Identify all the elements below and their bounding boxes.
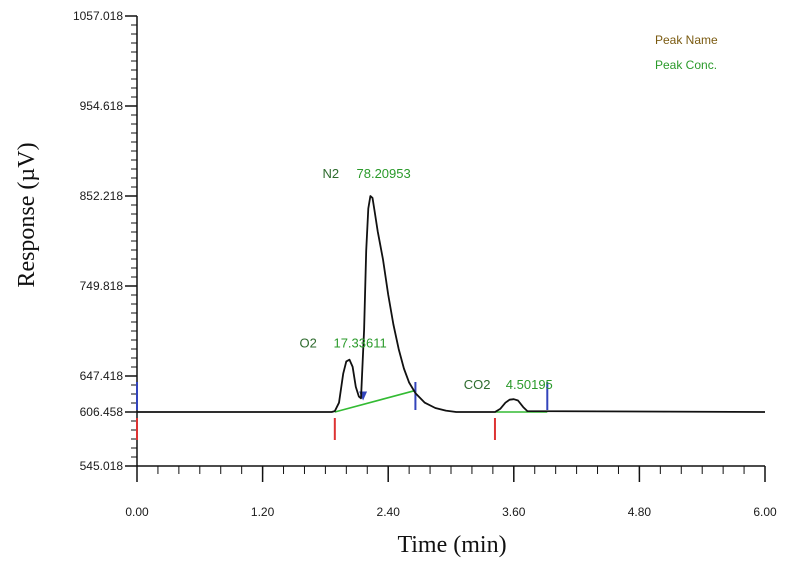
y-axis-title: Response (µV) xyxy=(14,142,40,287)
peak-label: N2 78.20953 xyxy=(323,166,411,181)
x-tick-label: 6.00 xyxy=(753,505,777,519)
y-tick-label: 647.418 xyxy=(80,369,124,383)
x-tick-label: 2.40 xyxy=(377,505,401,519)
legend: Peak Name Peak Conc. xyxy=(655,33,718,72)
y-tick-label: 1057.018 xyxy=(73,9,123,23)
y-tick-label: 606.458 xyxy=(80,405,124,419)
peak-name: O2 xyxy=(299,336,316,351)
legend-entry: Peak Name xyxy=(655,33,718,47)
integration-baseline xyxy=(334,389,416,413)
peak-concentration: 17.33611 xyxy=(333,336,386,351)
peak-label: CO2 4.50195 xyxy=(464,377,553,392)
peak-labels: O2 17.33611 N2 78.20953 CO2 4.50195 xyxy=(299,166,552,392)
peak-concentration: 78.20953 xyxy=(357,166,411,181)
y-tick-label: 545.018 xyxy=(80,459,124,473)
y-tick-label: 749.818 xyxy=(80,279,124,293)
peak-concentration: 4.50195 xyxy=(506,377,553,392)
peak-name: CO2 xyxy=(464,377,491,392)
legend-entry: Peak Conc. xyxy=(655,58,717,72)
x-tick-label: 4.80 xyxy=(628,505,652,519)
peak-markers xyxy=(136,382,549,440)
y-axis-ticks: 545.018 606.458 647.418 749.818 852.218 954.6… xyxy=(73,9,137,473)
y-tick-label: 852.218 xyxy=(80,189,124,203)
axes xyxy=(136,16,765,467)
x-tick-label: 1.20 xyxy=(251,505,275,519)
x-tick-label: 3.60 xyxy=(502,505,526,519)
peak-name: N2 xyxy=(323,166,340,181)
signal-line xyxy=(137,195,766,413)
x-axis-ticks: 0.00 1.20 2.40 3.60 4.80 6.00 xyxy=(125,466,777,519)
x-tick-label: 0.00 xyxy=(125,505,149,519)
signal-trace xyxy=(137,195,766,413)
x-axis-title: Time (min) xyxy=(397,532,506,558)
peak-label: O2 17.33611 xyxy=(299,336,386,351)
y-tick-label: 954.618 xyxy=(80,99,124,113)
